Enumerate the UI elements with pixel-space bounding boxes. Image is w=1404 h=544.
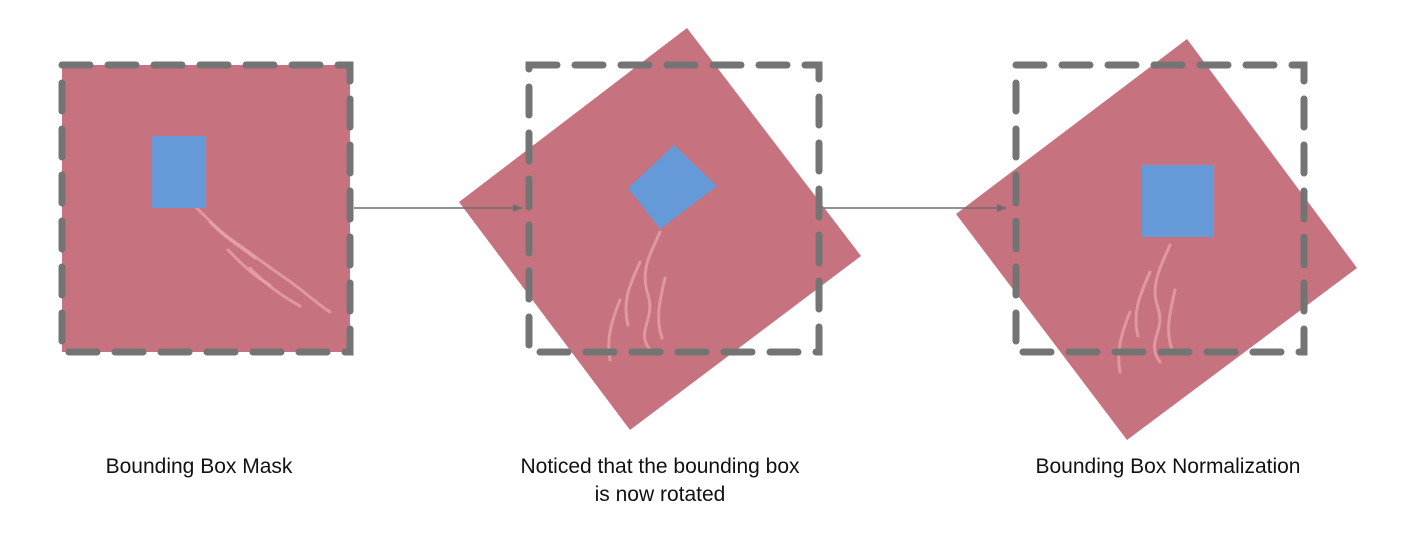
- image-square: [62, 65, 350, 352]
- bounding-box: [152, 136, 206, 208]
- caption-line: Noticed that the bounding box: [520, 455, 800, 478]
- normalized-bounding-box: [1142, 165, 1214, 237]
- caption-normalized: Bounding Box Normalization: [958, 453, 1378, 481]
- caption-line: Bounding Box Normalization: [1035, 455, 1301, 478]
- rotated-image-square: [956, 39, 1357, 440]
- dashed-frame: [1012, 61, 1308, 356]
- panel-mask: [58, 61, 354, 356]
- dashed-frame: [525, 61, 823, 356]
- rotated-bounding-box: [628, 145, 717, 229]
- caption-mask: Bounding Box Mask: [0, 453, 409, 481]
- caption-line: Bounding Box Mask: [105, 455, 293, 478]
- image-texture: [1117, 243, 1177, 374]
- caption-line: is now rotated: [594, 483, 726, 506]
- panel-rotated: [459, 28, 861, 430]
- dashed-frame: [58, 61, 354, 356]
- image-texture: [186, 198, 332, 314]
- caption-rotated: Noticed that the bounding box is now rot…: [450, 453, 870, 509]
- panel-normalized: [956, 39, 1357, 440]
